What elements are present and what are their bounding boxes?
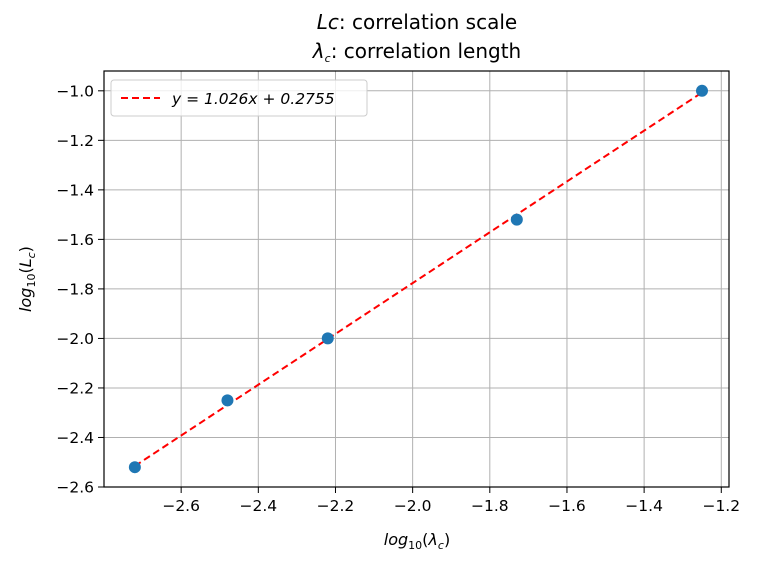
x-ticks: −2.6 −2.4 −2.2 −2.0 −1.8 −1.6 −1.4 −1.2: [162, 487, 740, 515]
legend-box: [110, 79, 368, 117]
y-tick-label: −1.6: [56, 231, 94, 249]
x-label-var: λ: [427, 530, 437, 549]
x-label-base: log: [384, 530, 408, 549]
x-tick-label: −2.4: [240, 497, 278, 515]
data-point: [128, 461, 141, 474]
data-point: [510, 213, 523, 226]
data-point: [321, 332, 334, 345]
plot-frame: [103, 70, 730, 488]
title-var-lambda: λ: [312, 39, 325, 63]
y-label-paren-close: ): [16, 246, 35, 252]
title-line-1-text: : correlation scale: [339, 10, 517, 34]
title-line-2-text: : correlation length: [331, 39, 522, 63]
grid: [104, 71, 729, 488]
y-tick-label: −2.0: [56, 330, 94, 348]
title-var-lc: Lc: [317, 10, 339, 34]
fit-line-group: [134, 91, 703, 467]
x-tick-label: −2.0: [394, 497, 432, 515]
y-label-var: L: [16, 258, 35, 267]
x-label-base-sub: 10: [408, 539, 422, 552]
x-axis-label: log10(λc): [384, 530, 450, 552]
x-tick-label: −1.8: [471, 497, 509, 515]
chart-title-line-1: Lc: correlation scale: [317, 10, 517, 34]
y-tick-label: −2.6: [56, 479, 94, 497]
y-label-paren-open: (: [16, 267, 35, 273]
chart-title-line-2: λc: correlation length: [312, 39, 521, 65]
y-label-var-sub: c: [25, 252, 38, 258]
x-label-paren-open: (: [422, 530, 428, 549]
fit-line: [134, 91, 703, 467]
data-points: [128, 84, 708, 474]
y-tick-label: −1.4: [56, 181, 94, 199]
y-ticks: −2.6 −2.4 −2.2 −2.0 −1.8 −1.6 −1.4 −1.2 −1.0: [56, 82, 104, 497]
data-point: [221, 394, 234, 407]
data-point: [695, 84, 708, 97]
y-tick-label: −1.0: [56, 82, 94, 100]
x-tick-label: −1.4: [625, 497, 663, 515]
legend: y = 1.026x + 0.2755: [110, 79, 368, 117]
y-tick-label: −1.8: [56, 280, 94, 298]
title-var-lambda-sub: c: [325, 52, 331, 65]
x-tick-label: −1.6: [548, 497, 586, 515]
y-axis-label: log10(Lc): [16, 246, 38, 312]
y-tick-label: −2.2: [56, 379, 94, 397]
legend-fit-line-label: y = 1.026x + 0.2755: [171, 90, 335, 108]
x-tick-label: −2.2: [317, 497, 355, 515]
y-tick-label: −2.4: [56, 429, 94, 447]
y-tick-label: −1.2: [56, 132, 94, 150]
x-label-paren-close: ): [444, 530, 450, 549]
y-label-base: log: [16, 288, 35, 312]
x-tick-label: −2.6: [162, 497, 200, 515]
y-label-base-sub: 10: [25, 274, 38, 288]
x-label-var-sub: c: [438, 539, 444, 552]
x-tick-label: −1.2: [702, 497, 740, 515]
